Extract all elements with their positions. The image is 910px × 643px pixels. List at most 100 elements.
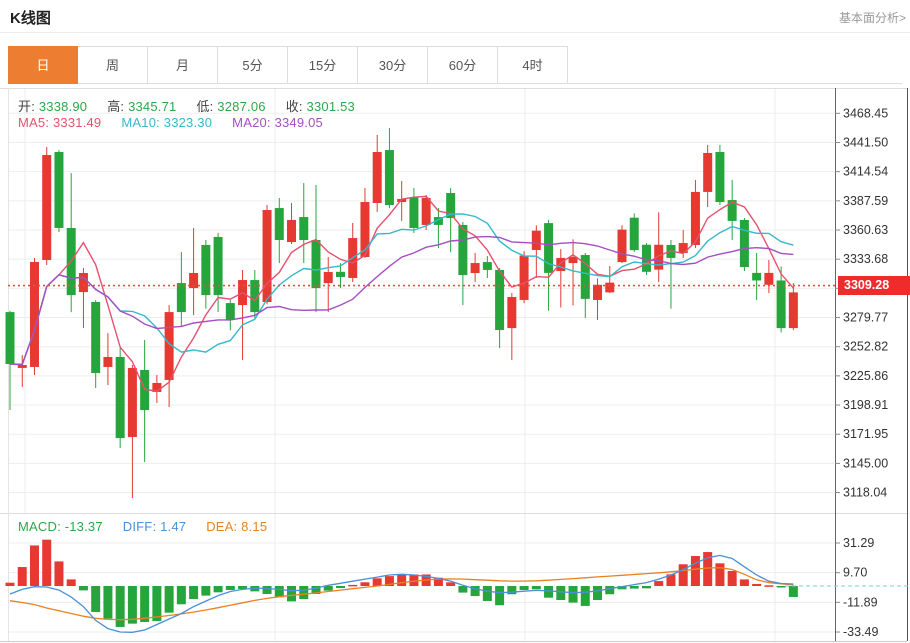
candlestick[interactable] <box>715 144 725 206</box>
macd-histogram-bar <box>335 586 345 589</box>
candle-body <box>140 369 150 411</box>
tab-period-6[interactable]: 60分 <box>428 46 498 84</box>
candlestick[interactable] <box>250 269 260 319</box>
candlestick[interactable] <box>372 135 382 213</box>
diff-line <box>9 554 794 633</box>
candlestick[interactable] <box>66 173 76 313</box>
candlestick[interactable] <box>764 259 774 294</box>
macd-chart[interactable]: 31.29 9.70 -11.89 -33.49 <box>0 513 910 643</box>
macd-histogram-bar <box>580 586 590 606</box>
candlestick[interactable] <box>127 365 137 499</box>
candlestick[interactable] <box>335 263 345 289</box>
candlestick[interactable] <box>29 257 39 375</box>
close-label: 收: <box>285 99 303 114</box>
tab-period-5[interactable]: 30分 <box>358 46 428 84</box>
candlestick[interactable] <box>348 222 358 283</box>
candlestick[interactable] <box>482 256 492 278</box>
candlestick[interactable] <box>274 197 284 264</box>
candlestick[interactable] <box>397 181 407 221</box>
candlestick[interactable] <box>103 333 113 386</box>
candle-body <box>274 208 284 240</box>
ma10-line <box>9 213 794 366</box>
candlestick[interactable] <box>262 205 272 305</box>
candlestick[interactable] <box>752 252 762 301</box>
candlestick[interactable] <box>189 227 199 316</box>
header-divider <box>0 32 910 33</box>
macd-histogram-bar <box>788 586 798 597</box>
candlestick[interactable] <box>690 180 700 249</box>
candlestick[interactable] <box>605 266 615 294</box>
candlestick[interactable] <box>458 222 468 306</box>
dea-line <box>9 567 794 621</box>
candlestick[interactable] <box>91 300 101 388</box>
candlestick[interactable] <box>654 212 664 283</box>
tab-period-1[interactable]: 周 <box>78 46 148 84</box>
candlestick[interactable] <box>409 188 419 233</box>
candle-body <box>287 219 297 243</box>
candlestick[interactable] <box>703 144 713 207</box>
candlestick[interactable] <box>788 283 798 331</box>
candlestick[interactable] <box>776 266 786 333</box>
period-tabbar: 日周月 5分 15分 30分 60分 4时 <box>8 46 902 84</box>
candle-body <box>544 223 554 273</box>
tab-period-3[interactable]: 5分 <box>218 46 288 84</box>
tab-period-7[interactable]: 4时 <box>498 46 568 84</box>
candlestick[interactable] <box>384 127 394 209</box>
tab-period-4[interactable]: 15分 <box>288 46 358 84</box>
tab-period-2[interactable]: 月 <box>148 46 218 84</box>
candlestick[interactable] <box>593 278 603 321</box>
candle-body <box>788 292 798 329</box>
candlestick[interactable] <box>617 225 627 264</box>
macd-histogram-bar <box>213 586 223 593</box>
candlestick[interactable] <box>421 194 431 231</box>
candlestick[interactable] <box>519 251 529 304</box>
macd-tick-label: -33.49 <box>843 625 878 639</box>
candlestick[interactable] <box>629 213 639 253</box>
macd-histogram-bar <box>519 586 529 590</box>
tab-period-0[interactable]: 日 <box>8 46 78 84</box>
candlestick[interactable] <box>323 256 333 313</box>
candlestick[interactable] <box>360 188 370 258</box>
candlestick[interactable] <box>531 225 541 278</box>
candlestick[interactable] <box>201 239 211 309</box>
fundamental-analysis-link[interactable]: 基本面分析> <box>838 11 906 25</box>
candlestick[interactable] <box>556 249 566 308</box>
candlestick[interactable] <box>115 348 125 449</box>
candlestick[interactable] <box>213 232 223 313</box>
candlestick[interactable] <box>727 180 737 240</box>
candlestick[interactable] <box>641 243 651 276</box>
candlestick[interactable] <box>17 355 27 387</box>
candlestick[interactable] <box>287 202 297 244</box>
candle-body <box>42 155 52 261</box>
candlestick-chart[interactable]: 3468.45 3441.50 3414.54 3387.59 3360.63 3333.… <box>0 88 910 513</box>
candlestick[interactable] <box>225 300 235 331</box>
diff-label: DIFF: <box>122 519 157 534</box>
candlestick[interactable] <box>176 252 186 328</box>
candle-body <box>446 193 456 219</box>
candlestick[interactable] <box>739 218 749 272</box>
candlestick[interactable] <box>544 219 554 311</box>
ma20-label: MA20: <box>232 115 271 130</box>
candle-body <box>225 303 235 321</box>
price-tick-label: 3360.63 <box>843 223 888 237</box>
candlestick[interactable] <box>568 239 578 306</box>
price-tick-label: 3198.91 <box>843 398 888 412</box>
candlestick[interactable] <box>495 268 505 349</box>
macd-histogram-bar <box>54 561 64 587</box>
candlestick[interactable] <box>311 185 321 313</box>
ma-legend: MA5: 3331.49 MA10: 3323.30 MA20: 3349.05 <box>18 115 323 130</box>
macd-histogram-bar <box>127 586 137 624</box>
candlestick[interactable] <box>152 374 162 403</box>
ma10-label: MA10: <box>121 115 160 130</box>
candlestick[interactable] <box>433 208 443 249</box>
candlestick[interactable] <box>140 340 150 463</box>
candlestick[interactable] <box>54 150 64 232</box>
candlestick[interactable] <box>470 252 480 283</box>
candlestick[interactable] <box>507 293 517 361</box>
ma5-label: MA5: <box>18 115 50 130</box>
candlestick[interactable] <box>42 147 52 265</box>
candlestick[interactable] <box>299 183 309 264</box>
candlestick[interactable] <box>5 310 15 411</box>
candle-body <box>776 280 786 329</box>
candlestick[interactable] <box>164 305 174 408</box>
